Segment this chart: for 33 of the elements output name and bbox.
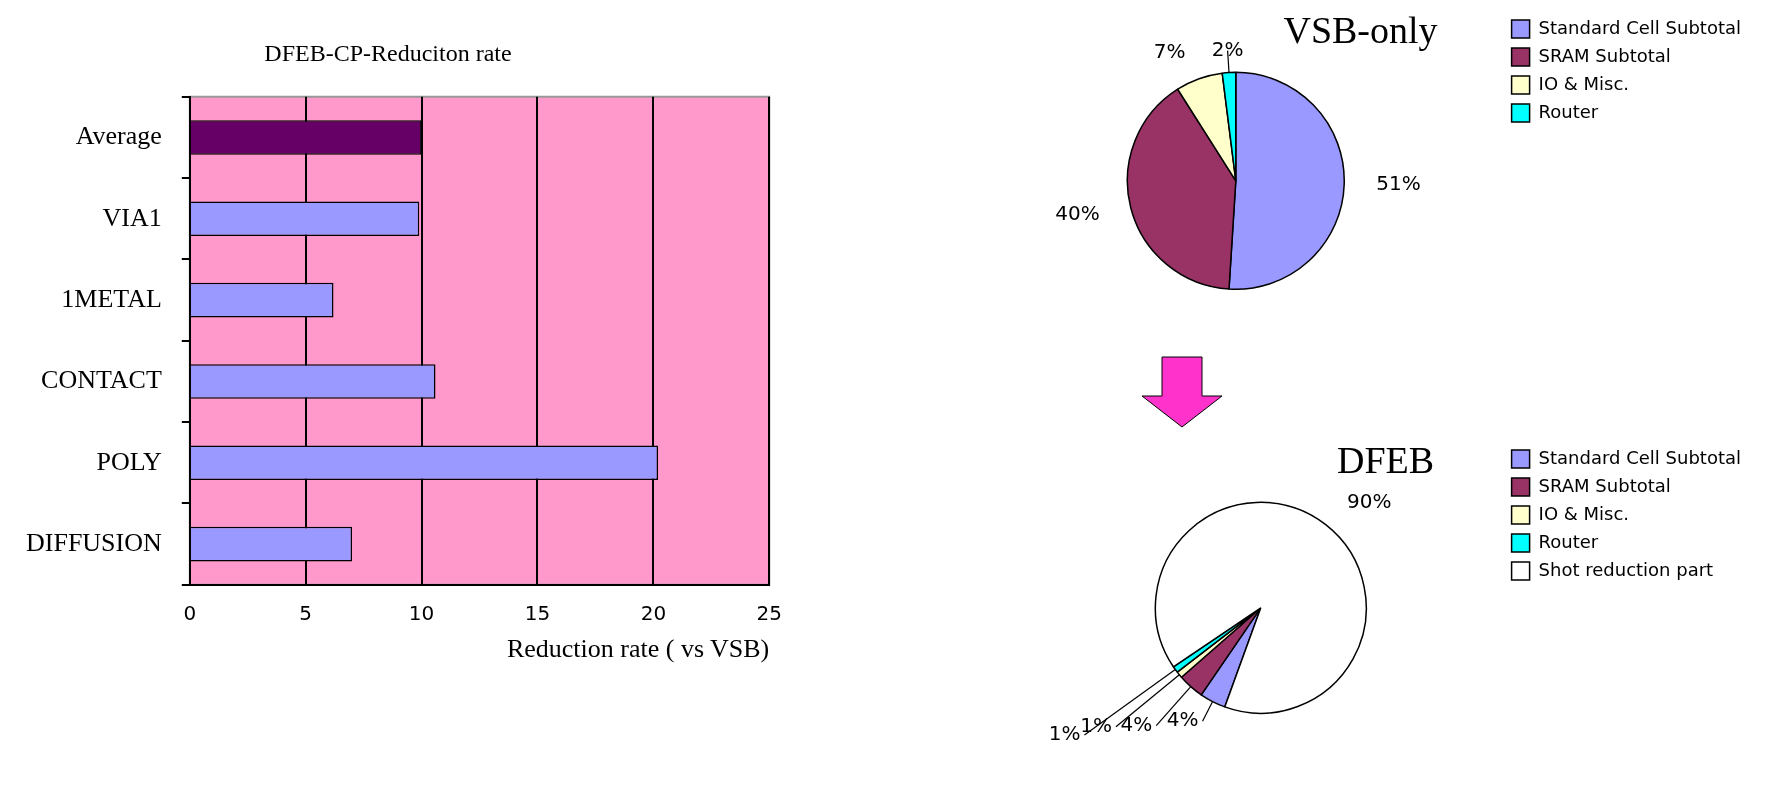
legend-label: Standard Cell Subtotal (1538, 446, 1742, 468)
data-label: 40% (1055, 200, 1100, 225)
legend-label: Standard Cell Subtotal (1538, 16, 1742, 38)
data-label: 51% (1376, 171, 1421, 196)
x-tick-label: 10 (408, 601, 435, 625)
legend-label: SRAM Subtotal (1538, 44, 1671, 66)
legend-label: IO & Misc. (1538, 502, 1630, 524)
data-label: 2% (1211, 36, 1244, 61)
x-axis-title: Reduction rate ( vs VSB) (506, 634, 770, 664)
legend-label: IO & Misc. (1538, 72, 1630, 94)
y-tick-label: Average (75, 121, 162, 151)
chart-title: DFEB-CP-Reduciton rate (264, 39, 512, 66)
legend-label: Router (1538, 530, 1599, 552)
data-label: 7% (1153, 38, 1186, 63)
y-tick-label: 1METAL (61, 283, 162, 313)
chart-title: DFEB (1336, 438, 1435, 481)
x-tick-label: 25 (756, 601, 782, 625)
x-tick-label: 0 (183, 601, 197, 625)
y-tick-label: CONTACT (41, 365, 162, 395)
y-tick-label: POLY (96, 446, 163, 476)
x-tick-label: 15 (524, 601, 551, 625)
x-tick-label: 5 (299, 601, 313, 625)
data-label: 4% (1166, 707, 1199, 732)
chart-title: VSB-only (1283, 8, 1438, 51)
y-tick-label: DIFFUSION (25, 527, 163, 557)
legend-label: Shot reduction part (1538, 558, 1714, 580)
legend-label: SRAM Subtotal (1538, 474, 1671, 496)
legend-label: Router (1538, 100, 1599, 122)
data-label: 1% (1048, 721, 1081, 746)
y-tick-label: VIA1 (102, 202, 162, 232)
x-tick-label: 20 (640, 601, 667, 625)
data-label: 90% (1346, 488, 1392, 513)
data-label: 4% (1120, 711, 1153, 736)
